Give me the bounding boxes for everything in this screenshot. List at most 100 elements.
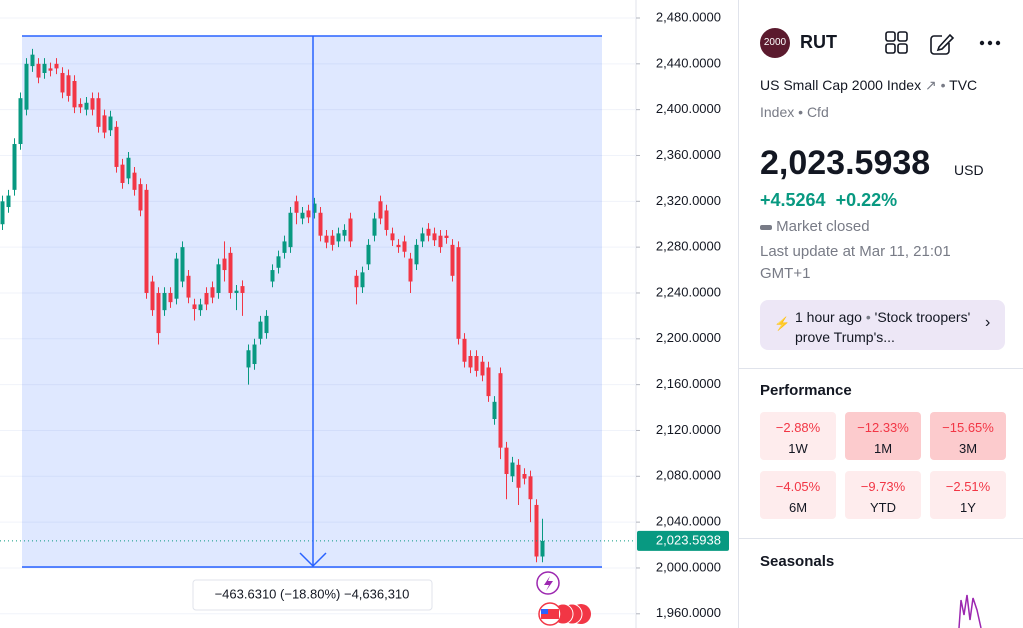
candle-body [174,258,179,299]
candle-body [42,63,47,73]
measure-area [22,36,602,568]
performance-cell[interactable]: −9.73% YTD [845,471,921,519]
measure-label: −463.6310 (−18.80%) −4,636,310 [215,586,410,601]
instrument-name[interactable]: US Small Cap 2000 Index [760,77,922,93]
candle-body [468,355,473,368]
y-tick-label: 2,320.0000 [656,193,721,208]
last-update: Last update at Mar 11, 21:01 GMT+1 [760,243,951,282]
news-time: 1 hour ago [795,309,862,325]
performance-period: 6M [788,500,808,515]
candle-body [480,361,485,376]
candle-body [138,184,143,211]
candle-body [396,244,401,248]
candle-body [504,447,509,475]
performance-period: 1W [788,441,808,456]
candle-body [426,228,431,236]
candle-body [354,275,359,288]
toolbar-icons[interactable] [884,30,1004,56]
candle-body [360,272,365,288]
candle-body [474,355,479,371]
candle-body [318,212,323,236]
candle-body [342,229,347,236]
candle-body [114,126,119,167]
y-tick-label: 2,120.0000 [656,422,721,437]
performance-cell[interactable]: −4.05% 6M [760,471,836,519]
candle-body [498,373,503,448]
candle-body [408,258,413,282]
y-tick-label: 2,240.0000 [656,284,721,299]
candle-body [414,244,419,265]
candle-body [66,75,71,96]
symbol[interactable]: RUT [800,32,837,52]
candle-body [432,233,437,241]
candle-body [222,258,227,271]
candle-body [36,63,41,78]
candle-body [78,103,83,108]
candle-body [60,72,65,93]
news-icon-bolt [544,576,553,591]
candle-body [198,304,203,311]
candle-body [180,247,185,282]
instrument-line: US Small Cap 2000 Index ↗ • TVC [760,77,978,93]
candle-body [120,164,125,183]
candle-body [126,157,131,179]
performance-cell[interactable]: −15.65% 3M [930,412,1006,460]
candle-body [450,244,455,276]
y-tick-label: 2,280.0000 [656,239,721,254]
candle-body [246,350,251,368]
candle-body [456,247,461,339]
candle-body [330,235,335,245]
kind: Index [760,104,795,120]
performance-cell[interactable]: −2.88% 1W [760,412,836,460]
candle-body [420,233,425,242]
performance-period: 1M [873,441,893,456]
candle-body [288,212,293,248]
candle-body [264,315,269,334]
y-tick-label: 2,200.0000 [656,330,721,345]
candle-body [534,504,539,557]
chart: −463.6310 (−18.80%) −4,636,310 2,480.000… [0,0,729,628]
candle-body [6,195,11,208]
candle-body [294,201,299,213]
candle-body [48,68,53,71]
exchange: TVC [949,77,978,93]
candle-body [108,116,113,131]
event-icons[interactable] [538,602,591,626]
candle-body [210,287,215,298]
candle-body [252,344,257,365]
candle-body [258,321,263,339]
candle-body [270,270,275,282]
performance-period: 1Y [960,500,976,515]
last-price-box [637,530,729,551]
candle-body [168,292,173,303]
candle-body [186,275,191,298]
price: 2,023.5938 [760,144,931,182]
performance-period: 3M [958,441,978,456]
candle-body [12,144,17,190]
candle-body [384,210,389,230]
candle-body [150,281,155,311]
performance-value: −2.88% [775,420,821,435]
y-tick-label: 2,080.0000 [656,468,721,483]
y-tick-label: 1,960.0000 [656,605,721,620]
candle-body [228,252,233,293]
candle-body [156,292,161,334]
candle-body [54,63,59,69]
performance-cell[interactable]: −2.51% 1Y [930,471,1006,519]
y-tick-label: 2,480.0000 [656,9,721,24]
seasonals-title: Seasonals [760,553,835,570]
candle-body [522,474,527,479]
y-tick-label: 2,440.0000 [656,55,721,70]
candle-body [24,63,29,110]
candle-body [144,189,149,293]
candle-body [300,212,305,219]
candle-body [462,338,467,362]
candle-body [192,304,197,310]
performance-cell[interactable]: −12.33% 1M [845,412,921,460]
candle-body [366,244,371,265]
news-card[interactable]: ⚡ 1 hour ago • 'Stock troopers' prove Tr… [760,300,1005,350]
change-abs: +4.5264 [760,190,826,210]
candle-body [0,201,5,225]
candle-body [234,290,239,293]
